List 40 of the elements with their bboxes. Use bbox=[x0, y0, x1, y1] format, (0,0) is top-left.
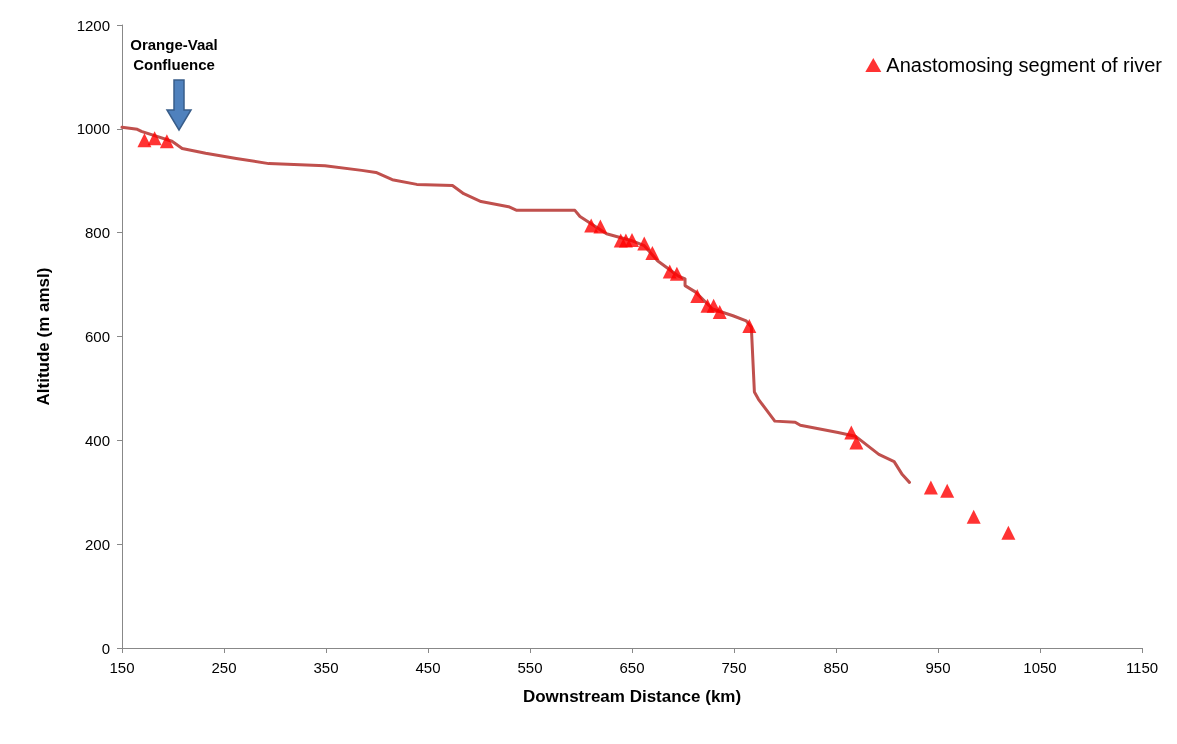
x-tick-label: 550 bbox=[517, 659, 543, 676]
x-tick-label: 1050 bbox=[1023, 659, 1057, 676]
point bbox=[637, 236, 652, 251]
y-tick-label: 1000 bbox=[76, 120, 110, 138]
point bbox=[923, 480, 938, 495]
x-axis-title: Downstream Distance (km) bbox=[522, 687, 742, 706]
x-tick-label: 1150 bbox=[1125, 659, 1159, 676]
legend-label: Anastomosing segment of river bbox=[886, 54, 1163, 76]
y-tick-label: 400 bbox=[84, 431, 110, 449]
point bbox=[593, 219, 608, 234]
y-tick-label: 0 bbox=[101, 639, 110, 657]
point bbox=[645, 245, 660, 260]
y-tick-label: 800 bbox=[84, 224, 110, 242]
point bbox=[966, 509, 981, 524]
x-tick-label: 450 bbox=[415, 659, 441, 676]
point bbox=[159, 134, 174, 149]
line-series bbox=[120, 125, 911, 484]
point bbox=[712, 305, 727, 320]
point bbox=[690, 289, 705, 304]
x-tick-label: 850 bbox=[823, 659, 849, 676]
point bbox=[137, 133, 152, 148]
point bbox=[844, 425, 859, 440]
point bbox=[625, 232, 639, 247]
point bbox=[1001, 525, 1016, 540]
y-tick-label: 200 bbox=[84, 535, 110, 553]
point bbox=[669, 266, 684, 281]
x-tick-label: 750 bbox=[721, 659, 747, 676]
y-tick-label: 1200 bbox=[76, 16, 110, 34]
y-tick-label: 600 bbox=[84, 328, 110, 345]
point bbox=[940, 483, 955, 498]
y-axis-title: Altitude (m amsl) bbox=[34, 267, 53, 406]
x-tick-label: 150 bbox=[109, 659, 135, 676]
point bbox=[849, 435, 864, 450]
x-tick-label: 650 bbox=[619, 659, 645, 676]
x-tick-label: 950 bbox=[925, 659, 951, 676]
point bbox=[147, 131, 162, 146]
point bbox=[742, 319, 757, 334]
annotation: Orange-Vaal Confluence bbox=[130, 35, 218, 73]
x-tick-label: 250 bbox=[211, 659, 237, 676]
x-tick-label: 350 bbox=[313, 659, 339, 676]
